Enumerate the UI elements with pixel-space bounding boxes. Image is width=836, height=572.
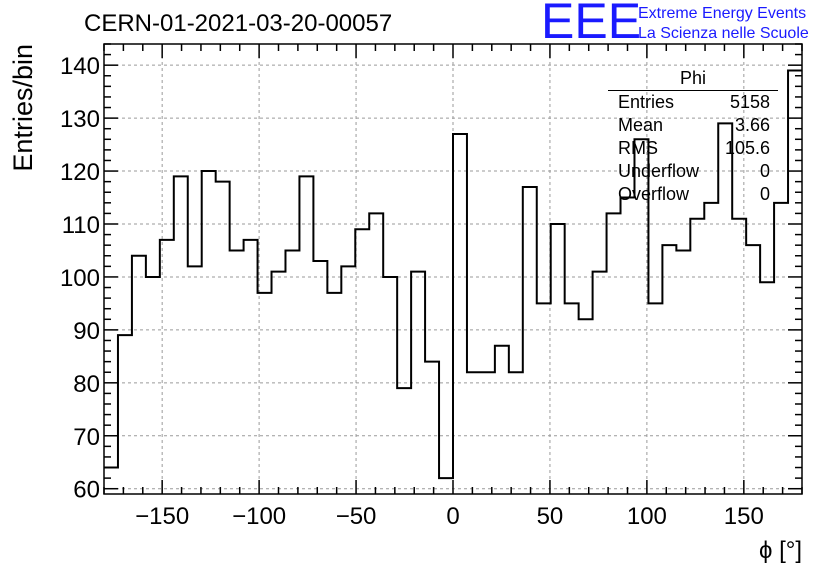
- x-tick-label: 50: [537, 503, 564, 530]
- stats-row: Entries 5158: [608, 91, 778, 114]
- stats-row: RMS 105.6: [608, 137, 778, 160]
- y-axis-label: Entries/bin: [8, 44, 38, 172]
- stats-label: Entries: [618, 92, 675, 112]
- stats-value: 3.66: [734, 115, 770, 135]
- x-tick-label: −50: [336, 503, 377, 530]
- logo-line-2: La Scienza nelle Scuole: [638, 25, 809, 42]
- stats-label: Underflow: [618, 161, 700, 181]
- stats-title: Phi: [608, 66, 778, 91]
- x-tick-label: −150: [135, 503, 189, 530]
- run-title: CERN-01-2021-03-20-00057: [84, 10, 393, 37]
- stats-label: Mean: [618, 115, 664, 135]
- stats-value: 0: [759, 161, 770, 181]
- stats-value: 105.6: [724, 138, 770, 158]
- stats-row: Underflow 0: [608, 160, 778, 183]
- x-axis-label: ϕ [°]: [759, 537, 802, 564]
- x-axis: −150 −100 −50 0 50 100 150: [103, 44, 803, 530]
- y-tick-label: 80: [73, 371, 100, 398]
- stats-row: Overflow 0: [608, 183, 778, 206]
- stats-value: 0: [759, 184, 770, 204]
- x-tick-label: 150: [724, 503, 764, 530]
- stats-label: Overflow: [618, 184, 690, 204]
- x-tick-label: 100: [627, 503, 667, 530]
- stats-label: RMS: [618, 138, 658, 158]
- y-tick-label: 100: [60, 265, 100, 292]
- y-axis: 60 70 80 90 100 110 120 130 140: [60, 43, 802, 504]
- x-tick-label: −100: [232, 503, 286, 530]
- y-tick-label: 60: [73, 477, 100, 504]
- y-tick-label: 130: [60, 106, 100, 133]
- stats-row: Mean 3.66: [608, 114, 778, 137]
- y-tick-label: 90: [73, 318, 100, 345]
- eee-logo: EEE: [541, 0, 642, 49]
- stats-value: 5158: [729, 92, 770, 112]
- logo-line-1: Extreme Energy Events: [638, 5, 807, 22]
- y-tick-label: 110: [62, 212, 100, 239]
- histogram-line: [104, 69, 802, 480]
- stats-box: Phi Entries 5158 Mean 3.66 RMS 105.6 Underf…: [608, 66, 778, 206]
- y-tick-label: 140: [60, 53, 100, 80]
- x-tick-label: 0: [446, 503, 459, 530]
- y-tick-label: 70: [73, 424, 100, 451]
- y-tick-label: 120: [60, 159, 100, 186]
